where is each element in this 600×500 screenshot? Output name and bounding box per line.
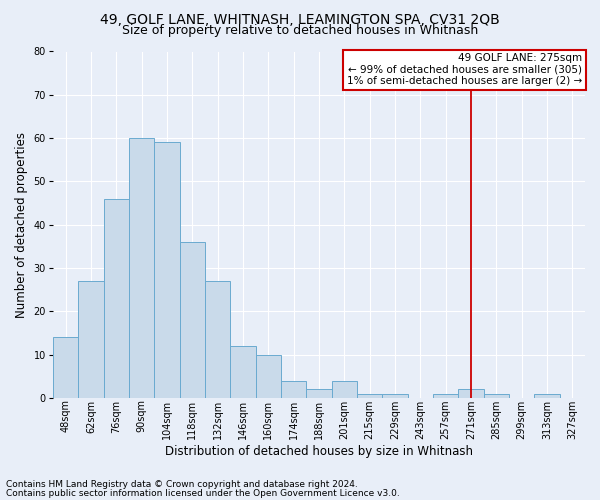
Bar <box>281 380 306 398</box>
Bar <box>78 281 104 398</box>
Bar <box>230 346 256 398</box>
X-axis label: Distribution of detached houses by size in Whitnash: Distribution of detached houses by size … <box>165 444 473 458</box>
Text: Contains public sector information licensed under the Open Government Licence v3: Contains public sector information licen… <box>6 488 400 498</box>
Bar <box>484 394 509 398</box>
Y-axis label: Number of detached properties: Number of detached properties <box>15 132 28 318</box>
Bar <box>332 380 357 398</box>
Text: Size of property relative to detached houses in Whitnash: Size of property relative to detached ho… <box>122 24 478 37</box>
Bar <box>433 394 458 398</box>
Bar <box>256 354 281 398</box>
Bar <box>104 199 129 398</box>
Bar <box>154 142 179 398</box>
Bar <box>458 390 484 398</box>
Text: 49 GOLF LANE: 275sqm
← 99% of detached houses are smaller (305)
1% of semi-detac: 49 GOLF LANE: 275sqm ← 99% of detached h… <box>347 53 583 86</box>
Bar <box>357 394 382 398</box>
Bar <box>205 281 230 398</box>
Bar <box>535 394 560 398</box>
Text: 49, GOLF LANE, WHITNASH, LEAMINGTON SPA, CV31 2QB: 49, GOLF LANE, WHITNASH, LEAMINGTON SPA,… <box>100 12 500 26</box>
Bar <box>53 338 78 398</box>
Bar <box>382 394 407 398</box>
Bar <box>179 242 205 398</box>
Text: Contains HM Land Registry data © Crown copyright and database right 2024.: Contains HM Land Registry data © Crown c… <box>6 480 358 489</box>
Bar <box>306 390 332 398</box>
Bar <box>129 138 154 398</box>
